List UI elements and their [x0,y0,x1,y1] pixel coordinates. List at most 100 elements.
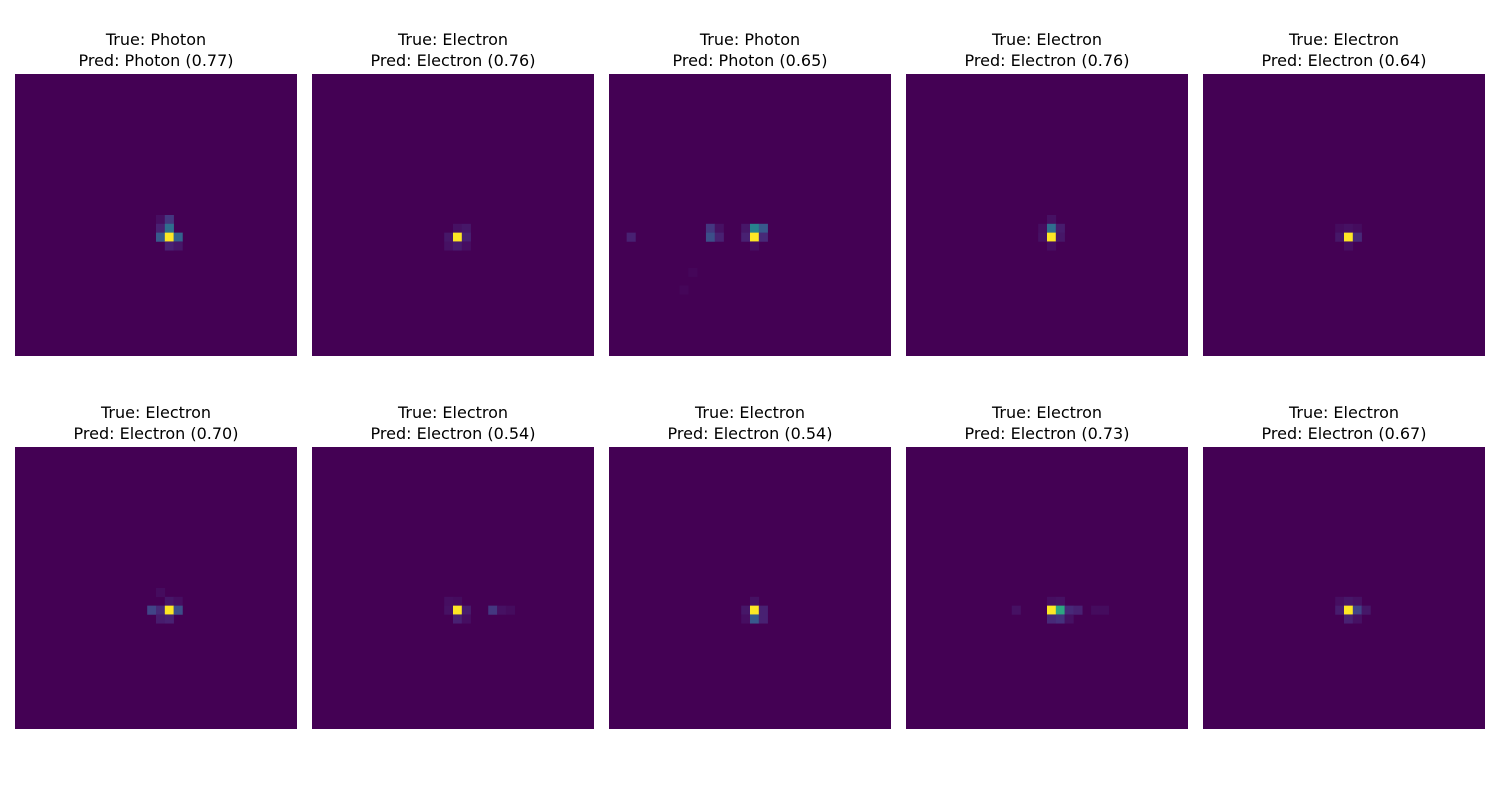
true-label: True: Electron [991,403,1103,422]
heatmap-cell [741,605,751,615]
heatmap-cell [453,223,463,233]
heatmap-cell [1073,605,1083,615]
heatmap-cell [453,605,463,615]
heatmap-cell [453,241,463,251]
true-label: True: Electron [1288,403,1400,422]
heatmap-cell [444,596,454,606]
heatmap-image [609,447,891,729]
heatmap-cell [173,605,183,615]
heatmap-image [906,447,1188,729]
heatmap-cell [156,614,166,624]
heatmap-background [1203,74,1485,356]
true-label: True: Photon [699,30,801,49]
heatmap-cell [1352,596,1362,606]
heatmap-cell [461,614,471,624]
pred-label: Pred: Electron (0.70) [73,424,239,443]
heatmap-cell [1344,223,1354,233]
heatmap-cell [505,605,515,615]
heatmap-cell [453,614,463,624]
panel-title: True: Electron Pred: Electron (0.54) [292,402,614,444]
heatmap-cell [714,223,724,233]
heatmap-cell [164,223,174,233]
heatmap-cell [173,232,183,242]
pred-label: Pred: Electron (0.54) [667,424,833,443]
pred-label: Pred: Electron (0.54) [370,424,536,443]
heatmap-image [312,74,594,356]
heatmap-cell [444,241,454,251]
heatmap-cell [173,596,183,606]
heatmap-cell [1047,596,1057,606]
heatmap-cell [1064,614,1074,624]
heatmap-cell [164,614,174,624]
heatmap-cell [1047,215,1057,225]
panel-title: True: Electron Pred: Electron (0.76) [292,29,614,71]
true-label: True: Photon [105,30,207,49]
true-label: True: Electron [1288,30,1400,49]
heatmap-cell [1047,232,1057,242]
heatmap-cell [164,232,174,242]
heatmap-cell [1055,223,1065,233]
heatmap-cell [1047,241,1057,251]
heatmap-cell [1064,605,1074,615]
heatmap-image [1203,447,1485,729]
heatmap-cell [156,215,166,225]
true-label: True: Electron [694,403,806,422]
panel-title: True: Electron Pred: Electron (0.76) [886,29,1208,71]
heatmap-background [609,74,891,356]
heatmap-cell [164,596,174,606]
panel-title: True: Photon Pred: Photon (0.77) [0,29,317,71]
heatmap-cell [173,241,183,251]
panel-title: True: Electron Pred: Electron (0.70) [0,402,317,444]
panel-title: True: Electron Pred: Electron (0.54) [589,402,911,444]
heatmap-cell [741,614,751,624]
heatmap-cell [1091,605,1101,615]
heatmap-image [906,74,1188,356]
heatmap-cell [1038,232,1048,242]
heatmap-image [1203,74,1485,356]
heatmap-cell [461,241,471,251]
heatmap-background [312,74,594,356]
panel-title: True: Electron Pred: Electron (0.73) [886,402,1208,444]
pred-label: Pred: Electron (0.76) [370,51,536,70]
heatmap-background [609,447,891,729]
heatmap-cell [1047,614,1057,624]
true-label: True: Electron [100,403,212,422]
heatmap-cell [1352,232,1362,242]
heatmap-cell [497,605,507,615]
heatmap-cell [750,223,760,233]
heatmap-cell [1344,596,1354,606]
panel-title: True: Photon Pred: Photon (0.65) [589,29,911,71]
heatmap-background [906,447,1188,729]
pred-label: Pred: Electron (0.76) [964,51,1130,70]
pred-label: Pred: Electron (0.73) [964,424,1130,443]
heatmap-image [15,447,297,729]
panel-title: True: Electron Pred: Electron (0.64) [1183,29,1500,71]
heatmap-cell [1055,605,1065,615]
heatmap-cell [750,614,760,624]
heatmap-cell [758,605,768,615]
heatmap-cell [750,605,760,615]
heatmap-cell [156,223,166,233]
heatmap-cell [750,596,760,606]
heatmap-cell [1344,605,1354,615]
heatmap-cell [1055,614,1065,624]
heatmap-background [312,447,594,729]
heatmap-cell [1361,605,1371,615]
true-label: True: Electron [397,403,509,422]
heatmap-cell [461,232,471,242]
heatmap-cell [1047,223,1057,233]
heatmap-cell [444,232,454,242]
heatmap-cell [156,588,166,598]
heatmap-image [609,74,891,356]
heatmap-cell [750,241,760,251]
true-label: True: Electron [991,30,1103,49]
heatmap-cell [758,232,768,242]
pred-label: Pred: Photon (0.77) [78,51,234,70]
heatmap-cell [1055,232,1065,242]
heatmap-cell [1344,232,1354,242]
heatmap-cell [1047,605,1057,615]
pred-label: Pred: Electron (0.67) [1261,424,1427,443]
heatmap-cell [1011,605,1021,615]
heatmap-cell [453,596,463,606]
pred-label: Pred: Photon (0.65) [672,51,828,70]
